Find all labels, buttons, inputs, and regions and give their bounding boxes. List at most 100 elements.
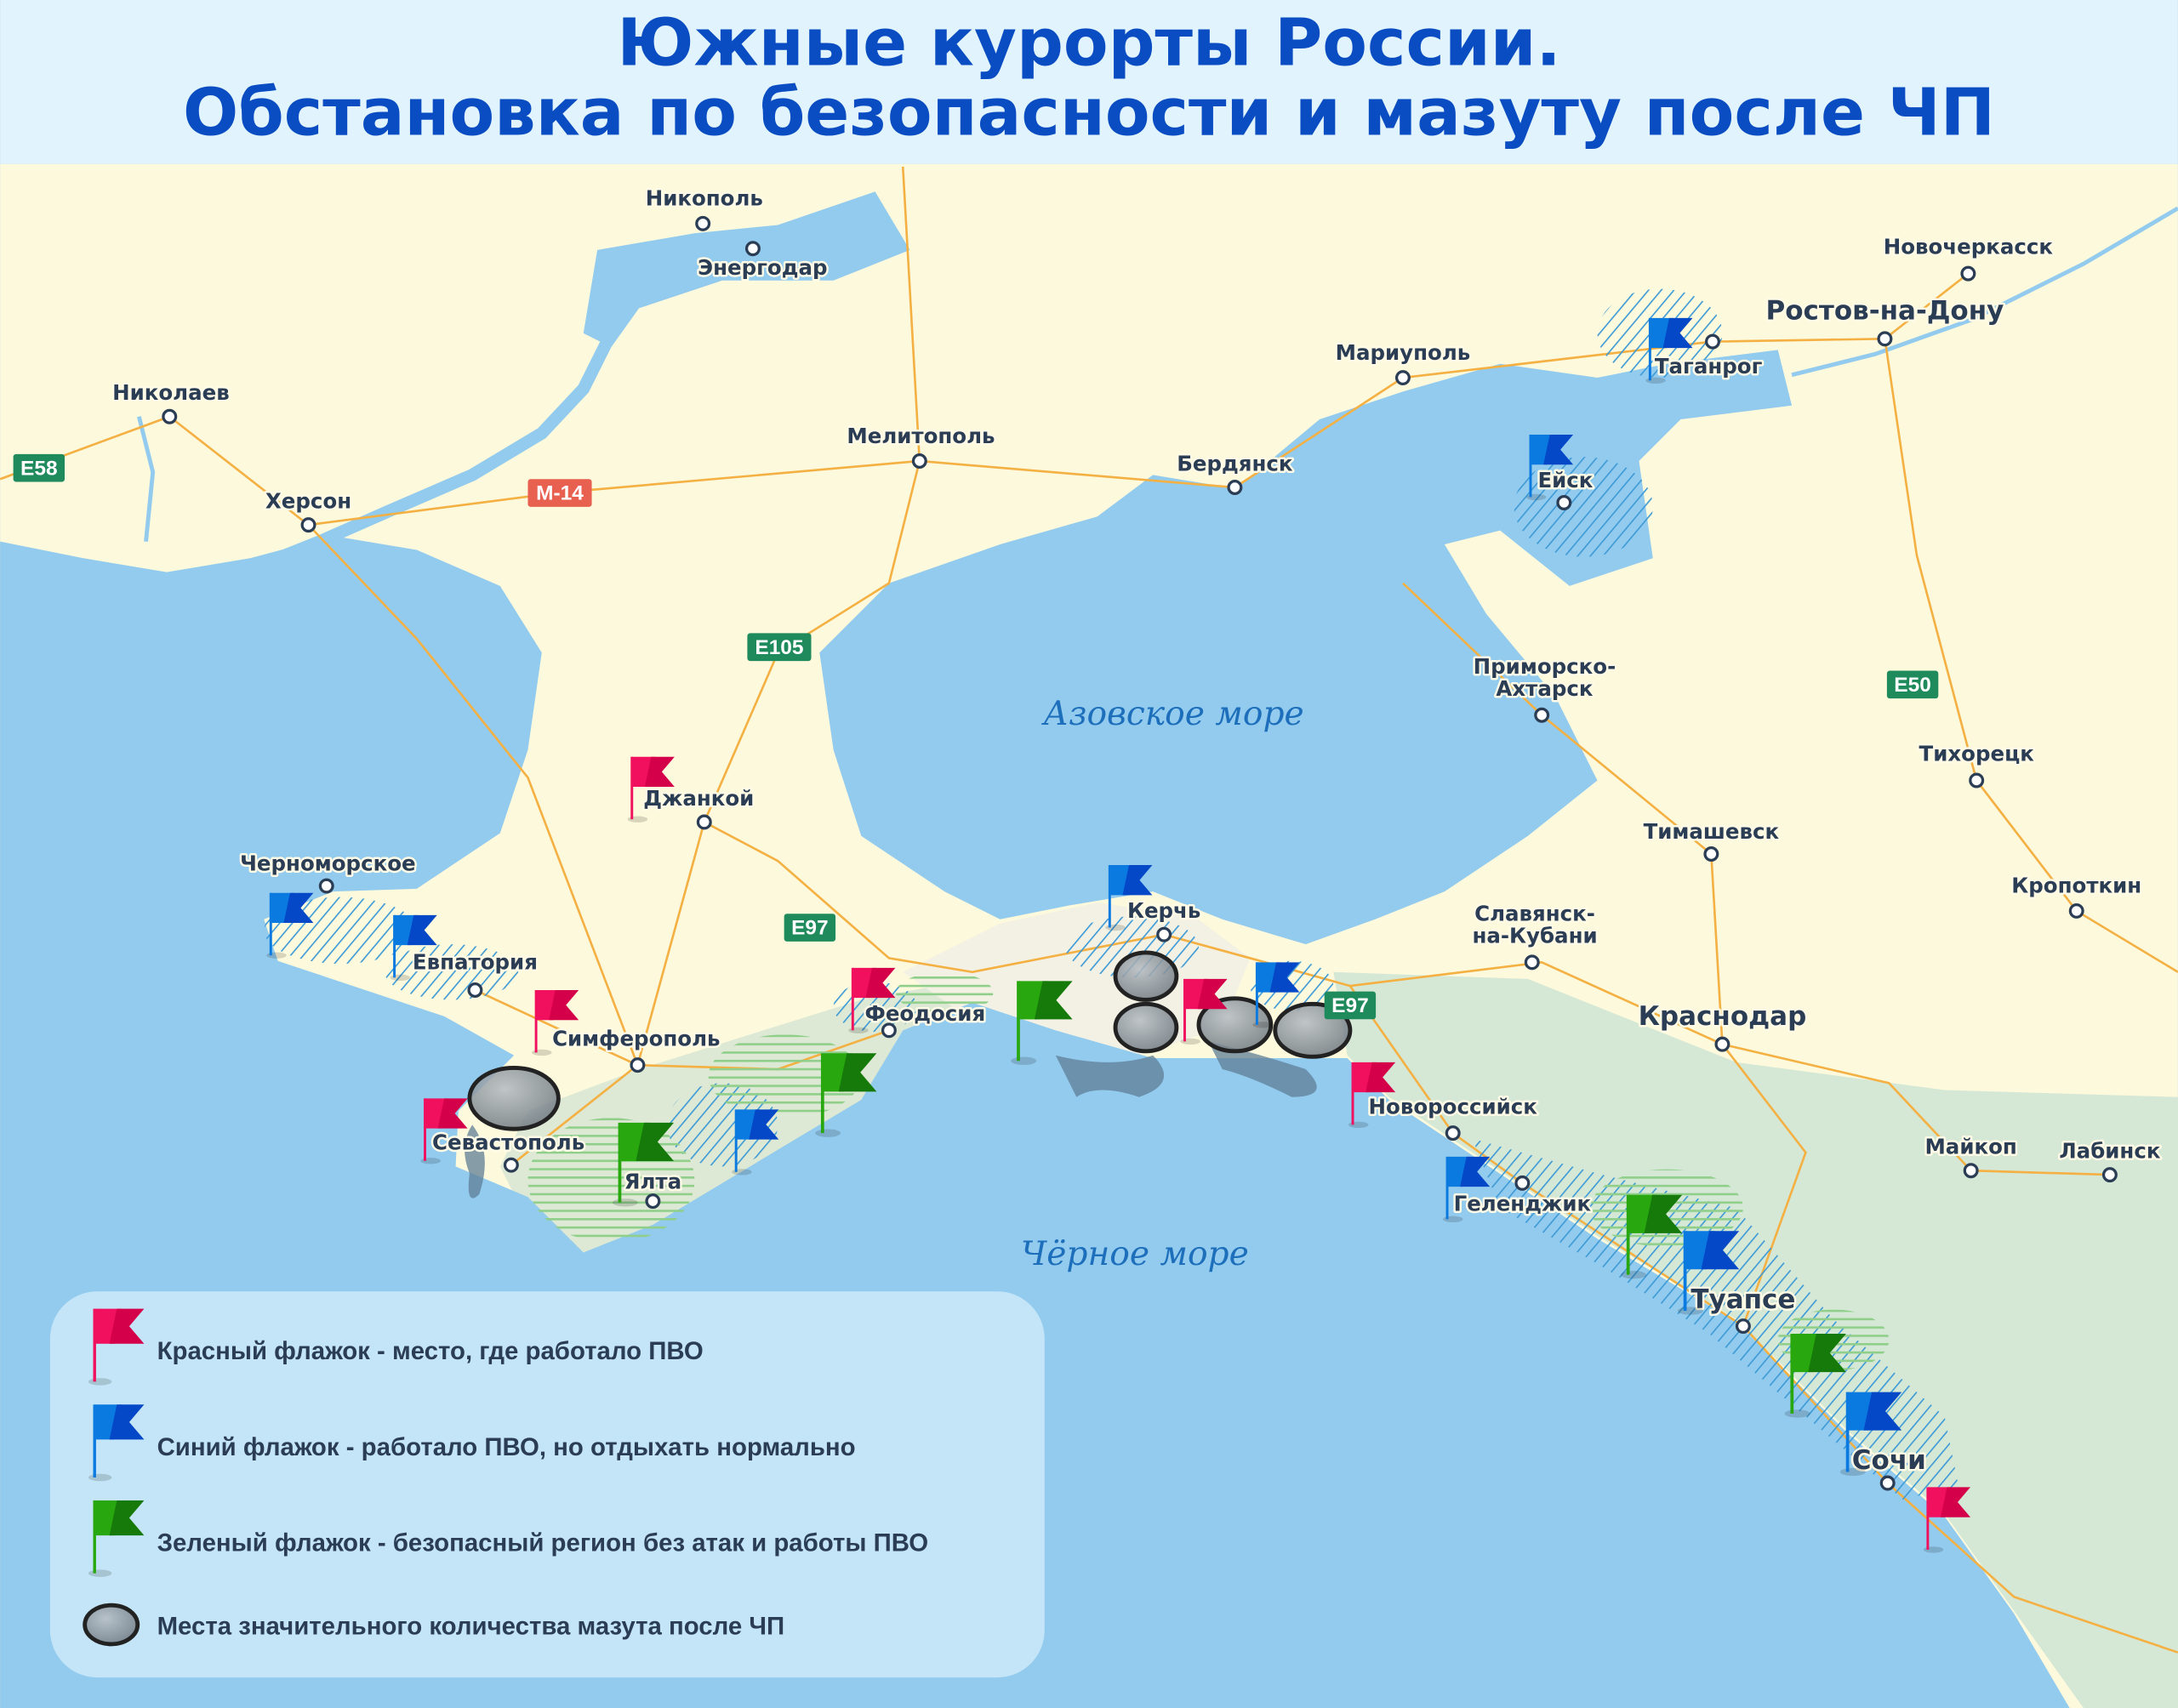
city: Новочеркасск xyxy=(1881,232,2055,282)
legend-label-red: Красный флажок - место, где работало ПВО xyxy=(157,1337,704,1365)
city-label: Новочеркасск xyxy=(1884,235,2054,259)
city: Энергодар xyxy=(696,241,830,282)
title-line-1: Южные курорты России. xyxy=(617,6,1560,82)
blue-flag-icon xyxy=(88,1404,145,1482)
city-label: Керчь xyxy=(1127,898,1200,923)
city-label: Мариуполь xyxy=(1336,340,1471,365)
city-dot xyxy=(1394,370,1411,386)
city-label: Кропоткин xyxy=(2011,874,2141,898)
map-red-flag-icon xyxy=(627,756,675,823)
map-green-flag-icon xyxy=(612,1122,675,1207)
city-dot xyxy=(744,241,761,257)
city: Мариуполь xyxy=(1333,338,1473,386)
legend-label-green: Зеленый флажок - безопасный регион без а… xyxy=(157,1529,929,1557)
city-dot xyxy=(881,1022,897,1039)
road-badge-label: E97 xyxy=(1331,994,1369,1017)
city-dot xyxy=(1524,954,1540,971)
map-red-flag-icon xyxy=(1923,1487,1970,1553)
city-dot xyxy=(2101,1167,2118,1183)
oil-spill-marker xyxy=(1113,1001,1179,1054)
city-label: Николаев xyxy=(112,380,230,405)
city-dot xyxy=(1877,331,1893,347)
city-label: Славянск- xyxy=(1474,901,1595,925)
city-label: Тимашевск xyxy=(1644,819,1780,844)
map-red-flag-icon xyxy=(420,1098,468,1164)
city: Симферополь xyxy=(550,1024,722,1073)
city: Тимашевск xyxy=(1641,817,1782,862)
city-label: Джанкой xyxy=(643,786,754,811)
city-dot xyxy=(630,1057,646,1073)
city: Черноморское xyxy=(238,849,418,894)
map-blue-flag-icon xyxy=(390,914,437,981)
city: Кропоткин xyxy=(2010,871,2144,919)
city-dot xyxy=(911,453,927,469)
road-badge-label: E105 xyxy=(755,636,803,659)
city-label: Новороссийск xyxy=(1369,1094,1538,1119)
city-label: Тихорецк xyxy=(1919,742,2035,766)
city-label: Феодосия xyxy=(865,1001,986,1026)
map-green-flag-icon xyxy=(1784,1334,1846,1418)
city-dot xyxy=(1227,480,1243,495)
map-red-flag-icon xyxy=(1348,1062,1396,1129)
city-label: Севастополь xyxy=(432,1130,584,1155)
city-dot xyxy=(696,814,712,830)
city: Таганрог xyxy=(1652,333,1765,381)
city: Приморско-Ахтарск xyxy=(1471,652,1618,723)
city-dot xyxy=(1714,1036,1730,1052)
city-label: Черноморское xyxy=(240,851,415,876)
dnieper-river xyxy=(248,330,617,576)
red-flag-icon xyxy=(88,1308,145,1386)
title-bar xyxy=(0,0,2178,164)
road-badge-label: E58 xyxy=(20,457,58,480)
city: Краснодар xyxy=(1636,999,1809,1052)
map-red-flag-icon xyxy=(1180,978,1228,1045)
city-label: Майкоп xyxy=(1924,1135,2016,1159)
green-flag-icon xyxy=(88,1500,145,1577)
city-dot xyxy=(1969,772,1985,789)
oil-spill-marker xyxy=(467,1065,561,1131)
city-dot xyxy=(645,1193,661,1210)
rivers xyxy=(1791,206,2178,378)
rivers xyxy=(136,416,156,542)
map-blue-flag-icon xyxy=(266,892,314,959)
city: Тихорецк xyxy=(1917,739,2037,789)
city-label: Краснодар xyxy=(1639,1001,1807,1032)
city: Геленджик xyxy=(1451,1175,1594,1218)
city-label: Туапсе xyxy=(1691,1284,1795,1315)
road-badge: E97 xyxy=(1324,991,1377,1020)
city-dot xyxy=(318,878,334,894)
city-label: Приморско- xyxy=(1474,654,1616,679)
city-dot xyxy=(1156,926,1172,942)
city-dot xyxy=(1556,494,1572,510)
city: Лабинск xyxy=(2057,1136,2163,1183)
city-label: Ялта xyxy=(624,1169,681,1193)
oil-spill-marker xyxy=(1113,950,1179,1002)
road-badge: E105 xyxy=(747,633,812,662)
city-dot xyxy=(1735,1318,1751,1335)
city-label: Энергодар xyxy=(698,255,827,280)
city-label: Ростов-на-Дону xyxy=(1765,295,2004,326)
map-blue-flag-icon xyxy=(1442,1156,1491,1223)
city: Херсон xyxy=(263,487,354,533)
kakhovka-reservoir xyxy=(583,191,910,348)
map-blue-flag-icon xyxy=(1525,434,1574,501)
map-green-flag-icon xyxy=(815,1053,877,1137)
city-label: Херсон xyxy=(265,489,351,514)
city: Мелитополь xyxy=(845,421,997,469)
legend-label-oil: Места значительного количества мазута по… xyxy=(157,1612,785,1640)
road-badge: E50 xyxy=(1886,670,1939,699)
city-label: Ахтарск xyxy=(1496,676,1593,701)
title-line-2: Обстановка по безопасности и мазуту посл… xyxy=(183,75,1995,151)
city-dot xyxy=(162,408,178,424)
city: Джанкой xyxy=(641,783,756,830)
city-dot xyxy=(467,982,483,998)
city-dot xyxy=(1960,265,1976,282)
sea-label-azov: Азовское море xyxy=(1041,695,1303,733)
city: Феодосия xyxy=(863,999,988,1039)
city-dot xyxy=(503,1157,519,1173)
map-blue-flag-icon xyxy=(1645,317,1693,384)
map-blue-flag-icon xyxy=(1677,1231,1740,1315)
oil-spill-marker xyxy=(1196,996,1274,1054)
city-label: на-Кубани xyxy=(1472,923,1597,948)
